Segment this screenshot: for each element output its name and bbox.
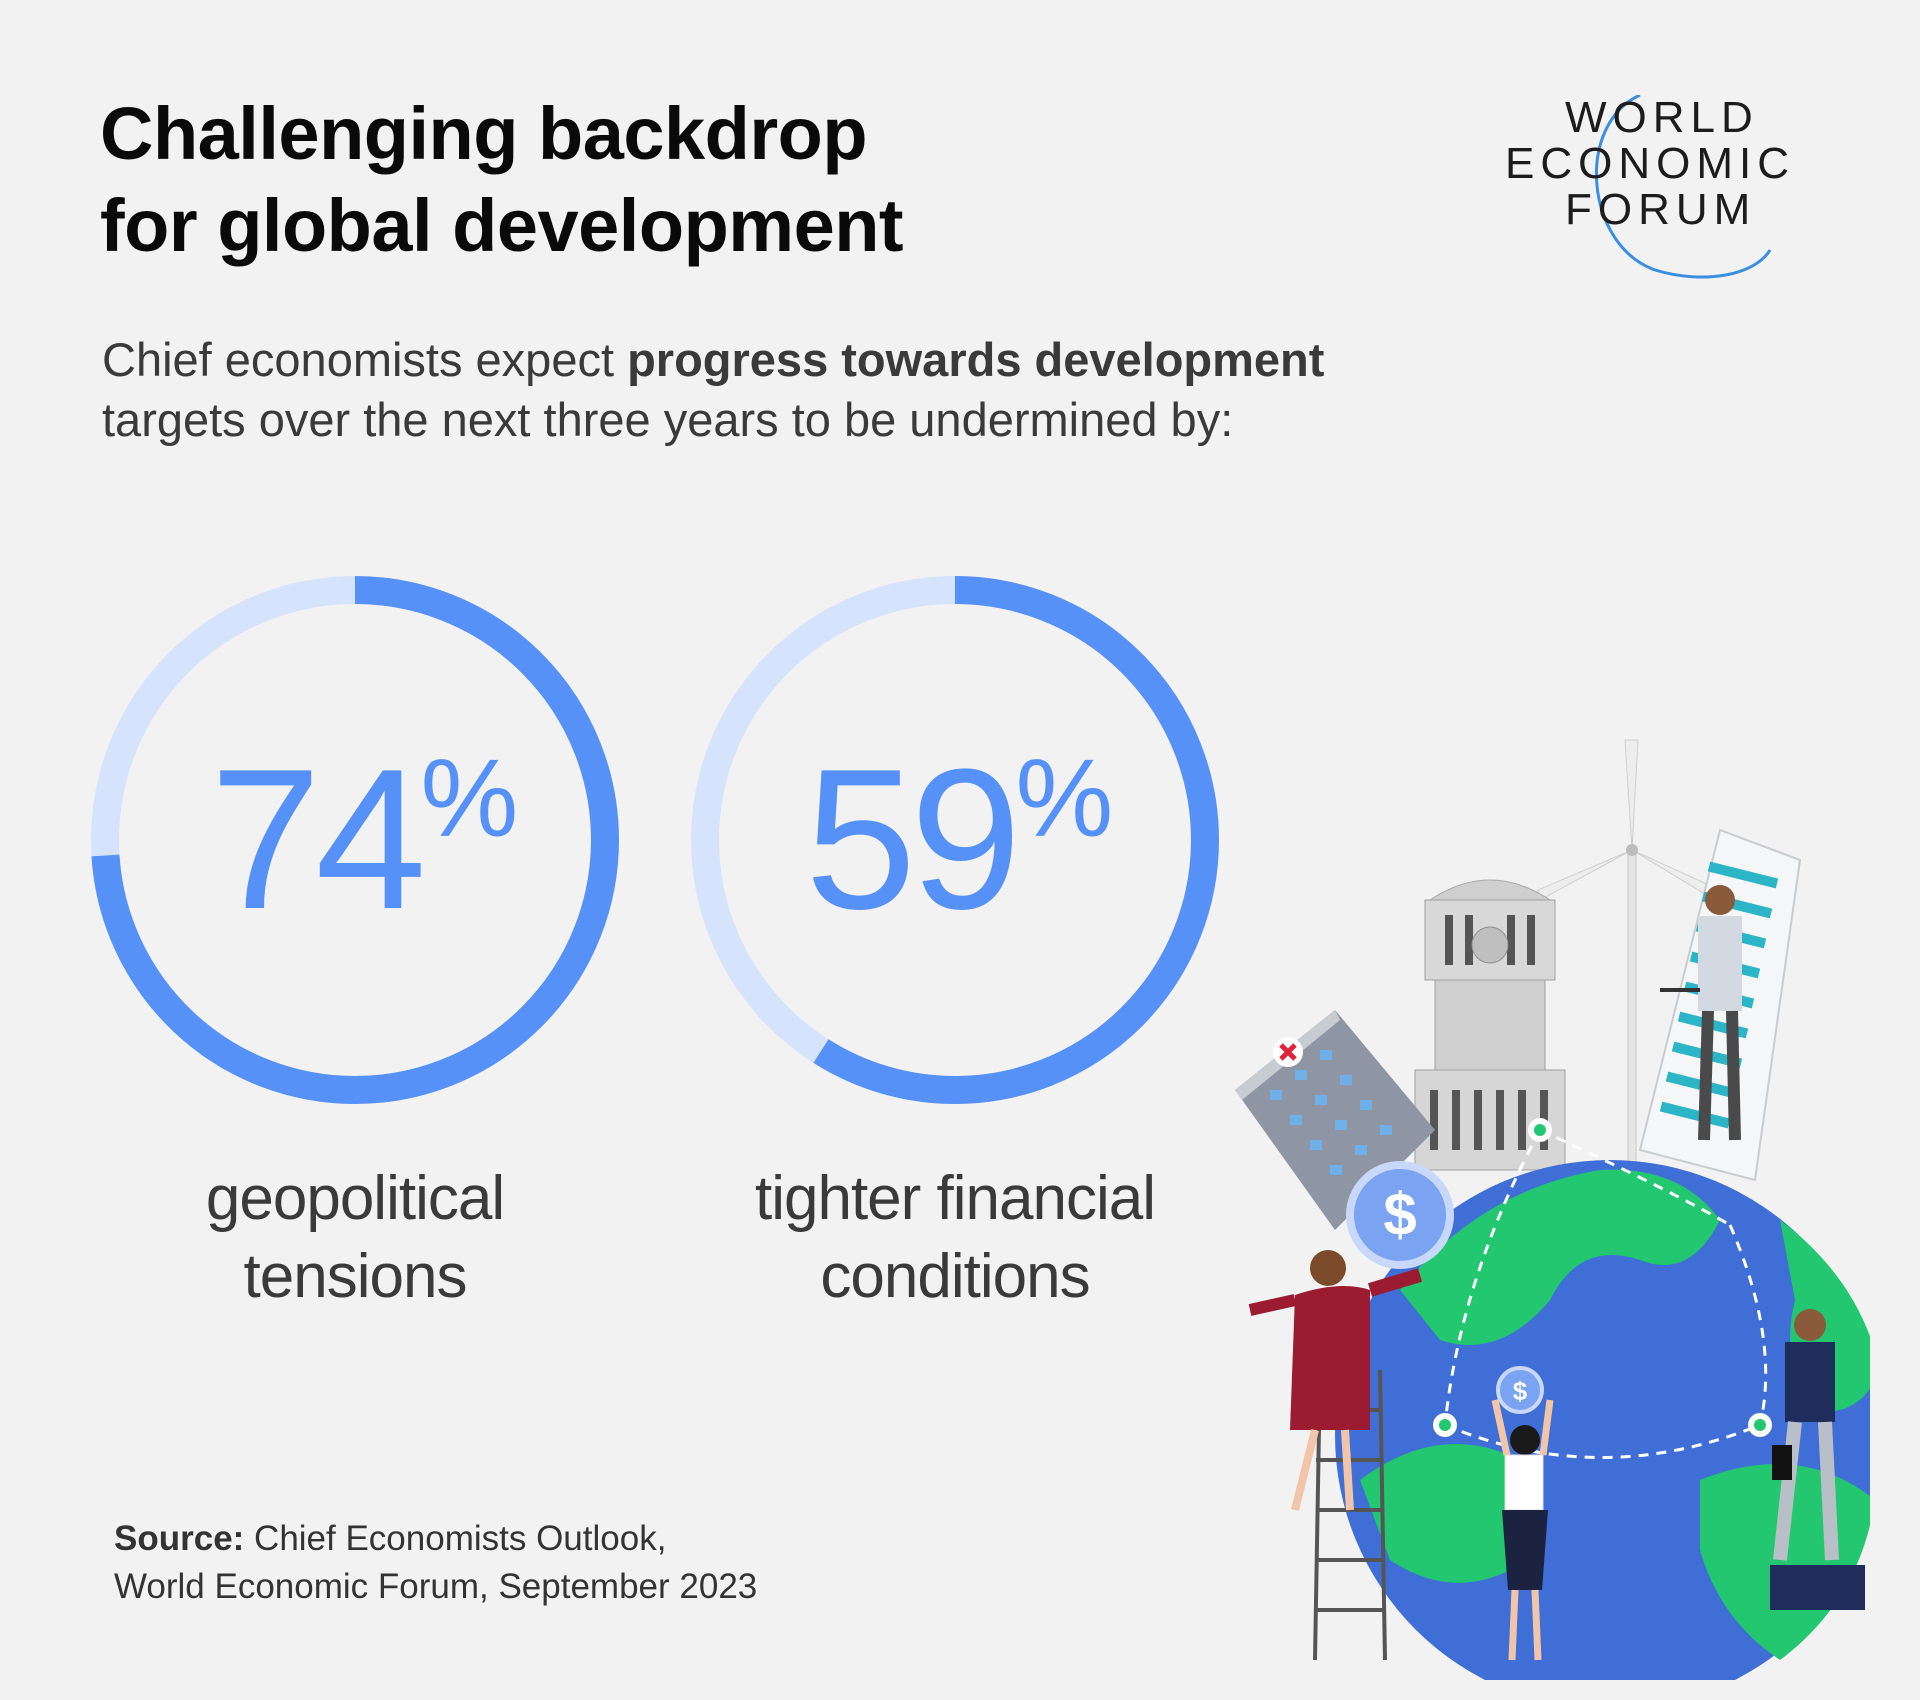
source-note: Source: Chief Economists Outlook, World … xyxy=(114,1515,757,1611)
source-label: Source: xyxy=(114,1519,245,1558)
donut-value-arc-1 xyxy=(91,576,619,1104)
donut-2-caption-line-2: conditions xyxy=(820,1242,1090,1311)
wef-logo: WORLD ECONOMIC FORUM xyxy=(1505,95,1845,285)
logo-arc-icon xyxy=(1594,95,1772,279)
logo-line-3: FORUM xyxy=(1565,185,1757,234)
donut-1-unit: % xyxy=(420,737,519,860)
donut-1-caption-line-1: geopolitical xyxy=(205,1164,505,1233)
title-line-1: Challenging backdrop xyxy=(100,92,868,175)
donut-value-arc-2 xyxy=(691,576,1219,1104)
source-line-2: World Economic Forum, September 2023 xyxy=(114,1567,758,1606)
donut-2-number: 59 xyxy=(805,728,1021,951)
subtitle-prefix: Chief economists expect xyxy=(102,333,628,386)
page-title: Challenging backdrop for global developm… xyxy=(100,88,904,272)
donut-1-caption: geopolitical tensions xyxy=(95,1160,615,1316)
woman-white-shirt-figure xyxy=(1491,1399,1554,1661)
woman-red-dress-figure xyxy=(1248,1250,1423,1511)
title-line-2: for global development xyxy=(100,184,904,267)
donut-1-number: 74 xyxy=(210,728,426,951)
source-line-1: Chief Economists Outlook, xyxy=(244,1519,667,1558)
man-with-laptop-figure xyxy=(1660,885,1742,1141)
subtitle-bold: progress towards development xyxy=(627,333,1325,386)
small-dollar-coin-icon: $ xyxy=(1496,1366,1544,1414)
donut-2-unit: % xyxy=(1015,737,1114,860)
donut-chart-1 xyxy=(91,576,619,1104)
donut-chart-2 xyxy=(691,576,1219,1104)
subtitle: Chief economists expect progress towards… xyxy=(102,330,1324,450)
bank-building-icon xyxy=(1414,879,1566,1171)
donut-2-value-label: 59% xyxy=(805,740,1113,940)
svg-text:$: $ xyxy=(1513,1376,1528,1406)
wind-turbine-icon xyxy=(1537,739,1721,1181)
subtitle-line-2: targets over the next three years to be … xyxy=(102,393,1234,446)
donut-1-value-label: 74% xyxy=(210,740,518,940)
globe-icon xyxy=(1335,1118,1870,1680)
donut-2-caption: tighter financial conditions xyxy=(695,1160,1215,1316)
donut-2-caption-line-1: tighter financial xyxy=(754,1164,1156,1233)
logo-line-1: WORLD xyxy=(1565,93,1759,142)
man-navy-suit-figure xyxy=(1770,1309,1865,1610)
globe-illustration: $ $ xyxy=(1235,739,1870,1680)
dollar-coin-icon: $ xyxy=(1346,1161,1454,1269)
donut-1-caption-line-2: tensions xyxy=(243,1242,468,1311)
logo-line-2: ECONOMIC xyxy=(1505,139,1795,188)
svg-text:$: $ xyxy=(1383,1181,1416,1248)
